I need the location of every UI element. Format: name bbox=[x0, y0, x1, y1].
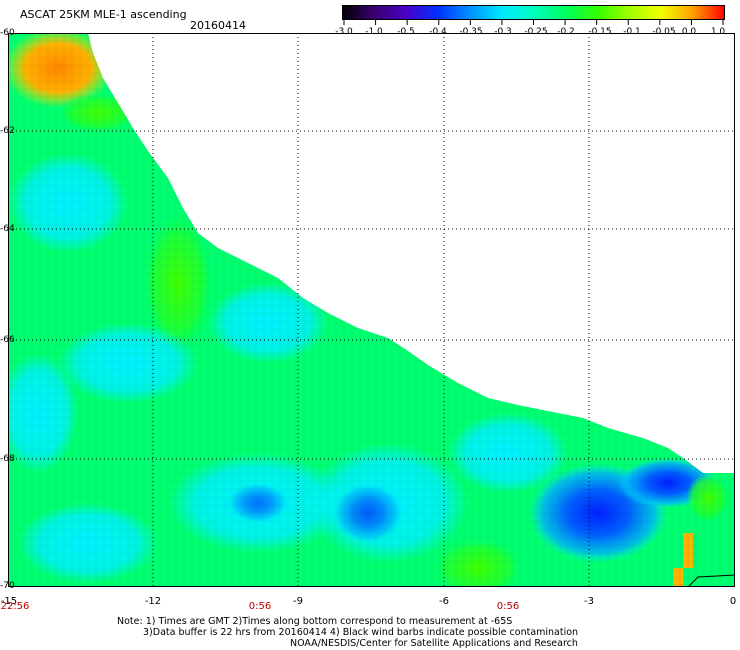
wind-swath bbox=[8, 33, 735, 587]
lat-label: -70 bbox=[0, 581, 15, 591]
colorbar-label: 0.0 bbox=[681, 27, 697, 37]
colorbar-label: -1.0 bbox=[365, 27, 383, 37]
lon-label: 0 bbox=[729, 596, 737, 607]
colorbar-label: -0.05 bbox=[652, 27, 676, 37]
note-line-2: 3)Data buffer is 22 hrs from 20160414 4)… bbox=[143, 627, 579, 638]
note-line-3: NOAA/NESDIS/Center for Satellite Applica… bbox=[290, 638, 578, 649]
lat-label: -64 bbox=[0, 224, 15, 234]
coastline bbox=[687, 574, 735, 587]
colorbar-label: -0.35 bbox=[459, 27, 483, 37]
lon-label: -3 bbox=[584, 596, 594, 607]
time-label: 0:56 bbox=[248, 601, 272, 612]
colorbar-gradient bbox=[342, 5, 725, 20]
colorbar-label: -0.25 bbox=[524, 27, 548, 37]
lat-label: -66 bbox=[0, 335, 15, 345]
lon-label: -12 bbox=[144, 596, 162, 607]
lon-label: -15 bbox=[0, 596, 18, 607]
time-label: 0:56 bbox=[496, 601, 520, 612]
map-frame bbox=[8, 33, 735, 587]
colorbar-label: -0.5 bbox=[397, 27, 415, 37]
colorbar-label: -0.2 bbox=[557, 27, 575, 37]
lon-label: -9 bbox=[293, 596, 303, 607]
time-label: 22:56 bbox=[0, 601, 30, 612]
note-line-1: Note: 1) Times are GMT 2)Times along bot… bbox=[117, 616, 513, 627]
colorbar-label: -0.1 bbox=[623, 27, 641, 37]
colorbar-label: -3.0 bbox=[335, 27, 353, 37]
colorbar-label: -0.3 bbox=[494, 27, 512, 37]
colorbar-label: -0.15 bbox=[588, 27, 612, 37]
lat-label: -68 bbox=[0, 454, 15, 464]
lat-label: -62 bbox=[0, 126, 15, 136]
graticule bbox=[8, 33, 735, 587]
colorbar bbox=[342, 5, 725, 25]
map-date: 20160414 bbox=[190, 19, 246, 32]
colorbar-label: -0.4 bbox=[429, 27, 447, 37]
lat-label: -60 bbox=[0, 28, 15, 38]
colorbar-label: 1.0 bbox=[710, 27, 726, 37]
map-title: ASCAT 25KM MLE-1 ascending bbox=[20, 8, 187, 21]
lon-label: -6 bbox=[439, 596, 449, 607]
wind-map bbox=[8, 33, 735, 587]
